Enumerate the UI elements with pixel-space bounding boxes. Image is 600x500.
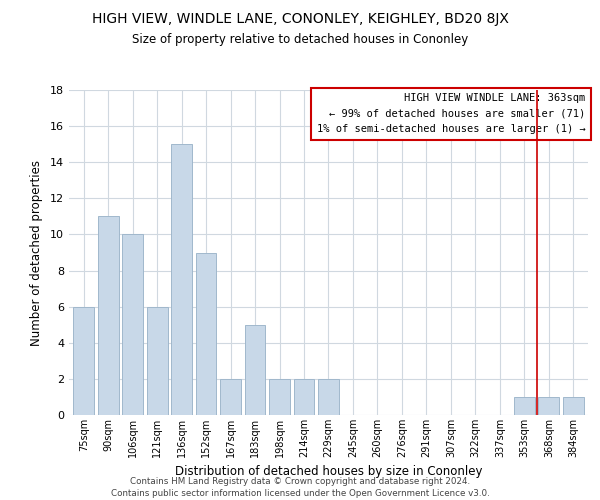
Text: HIGH VIEW WINDLE LANE: 363sqm
← 99% of detached houses are smaller (71)
1% of se: HIGH VIEW WINDLE LANE: 363sqm ← 99% of d…: [317, 93, 586, 134]
Bar: [220, 379, 241, 415]
Y-axis label: Number of detached properties: Number of detached properties: [30, 160, 43, 346]
Bar: [538, 397, 559, 415]
Bar: [318, 379, 339, 415]
Bar: [73, 306, 94, 415]
Bar: [122, 234, 143, 415]
Text: Contains public sector information licensed under the Open Government Licence v3: Contains public sector information licen…: [110, 489, 490, 498]
Bar: [514, 397, 535, 415]
Text: HIGH VIEW, WINDLE LANE, CONONLEY, KEIGHLEY, BD20 8JX: HIGH VIEW, WINDLE LANE, CONONLEY, KEIGHL…: [92, 12, 508, 26]
Bar: [563, 397, 584, 415]
Bar: [98, 216, 119, 415]
Bar: [147, 306, 167, 415]
Bar: [293, 379, 314, 415]
Bar: [196, 252, 217, 415]
Text: Size of property relative to detached houses in Cononley: Size of property relative to detached ho…: [132, 32, 468, 46]
Bar: [245, 324, 265, 415]
X-axis label: Distribution of detached houses by size in Cononley: Distribution of detached houses by size …: [175, 466, 482, 478]
Text: Contains HM Land Registry data © Crown copyright and database right 2024.: Contains HM Land Registry data © Crown c…: [130, 478, 470, 486]
Bar: [269, 379, 290, 415]
Bar: [171, 144, 192, 415]
